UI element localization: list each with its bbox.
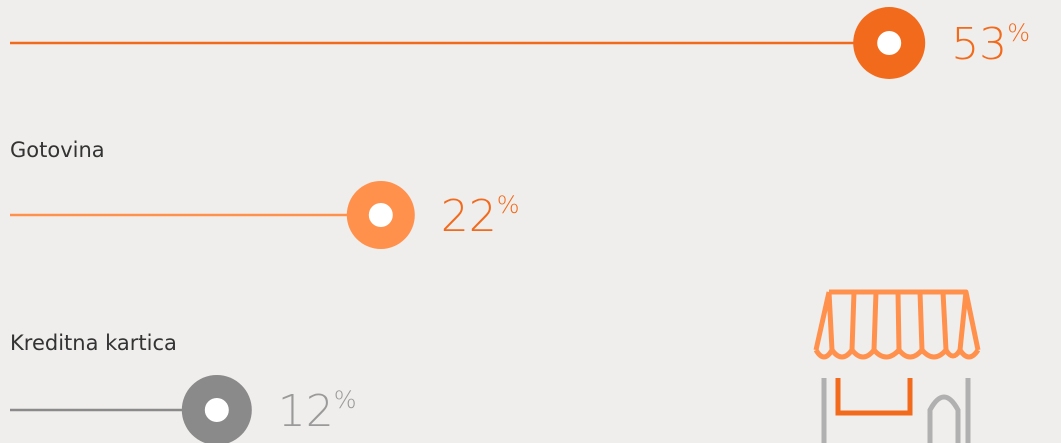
category-label: Gotovina	[10, 138, 105, 162]
dot-hole	[368, 203, 393, 227]
store-icon	[813, 289, 981, 443]
value-label: 12%	[278, 386, 357, 437]
dot-hole	[877, 31, 902, 55]
value-label: 22%	[441, 191, 520, 242]
category-label: Kreditna kartica	[10, 331, 177, 355]
dot-hole	[204, 398, 229, 422]
value-label: 53%	[951, 19, 1030, 70]
